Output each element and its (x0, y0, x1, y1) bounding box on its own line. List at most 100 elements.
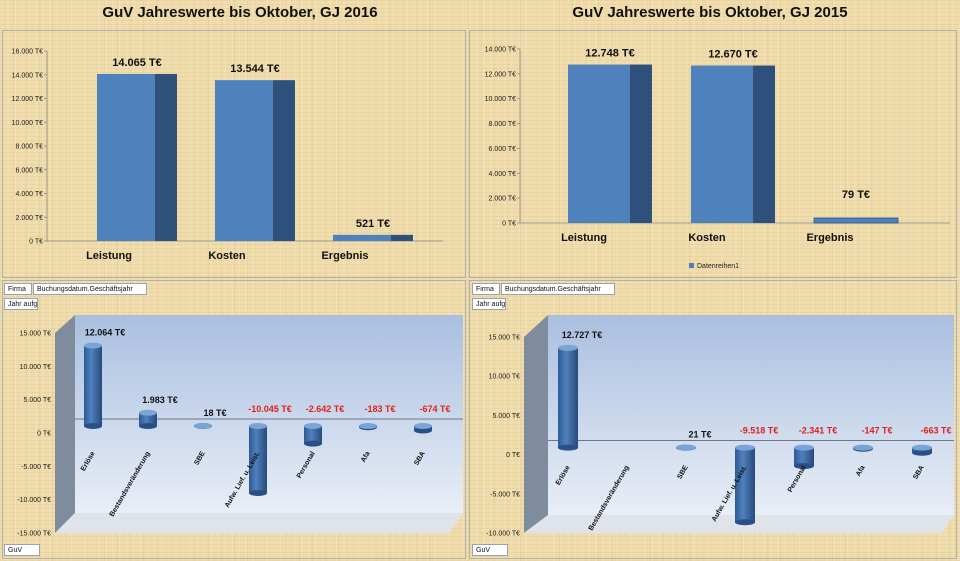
cylinder-top-6 (414, 423, 432, 429)
cylinder-bottom-0 (558, 444, 578, 451)
chart-guv-2015-svg: -10.000 T€ -5.000 T€ 0 T€ 5.000 T€ 10.000 T€… (486, 315, 954, 538)
y-tick-label: 10.000 T€ (20, 364, 52, 371)
data-label-4: -2.341 T€ (799, 426, 838, 436)
jahr-field-2015[interactable]: Buchungsdatum.Geschäftsjahr (501, 283, 615, 295)
data-label-2: 21 T€ (688, 429, 711, 439)
cylinder-body-0 (558, 347, 578, 448)
y-tick-label: -15.000 T€ (17, 531, 51, 538)
plot-side-wall (55, 315, 75, 533)
data-label-1: 1.983 T€ (142, 395, 178, 405)
cylinder-bottom-3 (249, 489, 267, 496)
y-tick-label: 14.000 T€ (485, 47, 517, 54)
y-tick-label: 4.000 T€ (15, 191, 43, 198)
data-label-0: 12.727 T€ (562, 330, 603, 340)
data-label-5: -183 T€ (364, 404, 395, 414)
y-tick-label: 15.000 T€ (489, 335, 521, 342)
chart-summary-2016[interactable]: 0 T€ 2.000 T€ 4.000 T€ 6.000 T€ 8.000 T€ 10.0… (2, 30, 466, 278)
bar-side-0 (630, 64, 652, 223)
cylinder-top-0 (558, 344, 578, 351)
cylinder-top-3 (249, 423, 267, 429)
cylinder-top-5 (359, 423, 377, 429)
y-tick-label: -5.000 T€ (490, 491, 520, 498)
y-tick-label: 12.000 T€ (12, 96, 44, 103)
y-tick-label: -5.000 T€ (21, 464, 51, 471)
cylinder-top-3 (735, 444, 755, 451)
cylinder-top-0 (84, 342, 102, 349)
y-tick-label: 12.000 T€ (485, 71, 517, 78)
cylinder-bottom-0 (84, 423, 102, 429)
jahr-field-2016[interactable]: Buchungsdatum.Geschäftsjahr (33, 283, 147, 295)
y-tick-label: 16.000 T€ (12, 49, 44, 56)
jahr-aufg-field-2015[interactable]: Jahr aufg. (472, 298, 506, 310)
bar-side-1 (273, 80, 295, 241)
data-label-0: 12.064 T€ (85, 328, 126, 338)
chart-summary-2015[interactable]: 0 T€ 2.000 T€ 4.000 T€ 6.000 T€ 8.000 T€ 10.0… (469, 30, 957, 278)
firma-field-2016[interactable]: Firma (4, 283, 32, 295)
cylinder-bottom-6 (414, 427, 432, 434)
bar-side-1 (753, 65, 775, 223)
cylinder-top-6 (912, 444, 932, 451)
y-tick-label: 6.000 T€ (488, 146, 516, 153)
data-label-0: 12.748 T€ (585, 48, 635, 60)
cylinder-top-2 (676, 444, 696, 451)
y-tick-label: 5.000 T€ (23, 397, 51, 404)
chart-summary-2016-svg: 0 T€ 2.000 T€ 4.000 T€ 6.000 T€ 8.000 T€ 10.0… (12, 49, 443, 262)
category-label-5: Afa (855, 464, 867, 477)
firma-field-2015[interactable]: Firma (472, 283, 500, 295)
legend-swatch (689, 263, 694, 268)
y-tick-label: 6.000 T€ (15, 167, 43, 174)
bar-front-0 (568, 64, 630, 223)
chart-title-2015: GuV Jahreswerte bis Oktober, GJ 2015 (572, 4, 848, 21)
y-tick-label: 0 T€ (502, 221, 516, 228)
cylinder-top-4 (794, 444, 814, 451)
plot-side-wall (524, 315, 548, 533)
data-label-6: -674 T€ (419, 404, 450, 414)
chart-guv-2015[interactable]: -10.000 T€ -5.000 T€ 0 T€ 5.000 T€ 10.000 T€… (469, 280, 957, 559)
data-label-2: 521 T€ (356, 218, 390, 230)
data-label-3: -9.518 T€ (740, 426, 779, 436)
cylinder-top-2 (194, 422, 212, 429)
data-label-2: 18 T€ (203, 408, 226, 418)
cylinder-body-3 (735, 447, 755, 523)
cylinder-bottom-6 (912, 449, 932, 456)
cylinder-body-4 (304, 426, 322, 444)
cylinder-top-1 (139, 409, 157, 416)
y-tick-label: 8.000 T€ (15, 144, 43, 151)
chart-guv-2016[interactable]: -15.000 T€ -10.000 T€ -5.000 T€ 0 T€ 5.000 T… (2, 280, 466, 559)
chart-summary-2015-svg: 0 T€ 2.000 T€ 4.000 T€ 6.000 T€ 8.000 T€ 10.0… (485, 47, 950, 270)
data-label-6: -663 T€ (920, 426, 951, 436)
cylinder-body-0 (84, 345, 102, 426)
bar-side-2 (391, 234, 413, 241)
y-tick-label: 10.000 T€ (485, 96, 517, 103)
plot-floor (55, 513, 463, 533)
category-label-5: Afa (360, 450, 372, 463)
cylinder-bottom-4 (304, 440, 322, 447)
cylinder-bottom-3 (735, 519, 755, 526)
cylinder-bottom-1 (139, 423, 157, 429)
category-label-0: Leistung (561, 232, 607, 244)
data-label-0: 14.065 T€ (112, 57, 162, 69)
data-label-1: 12.670 T€ (708, 49, 758, 61)
data-label-1: 13.544 T€ (230, 63, 280, 75)
guv-field-2016[interactable]: GuV (4, 544, 40, 556)
bar-front-1 (691, 65, 753, 223)
data-label-3: -10.045 T€ (248, 404, 292, 414)
category-label-2: Ergebnis (321, 250, 368, 262)
data-label-2: 79 T€ (842, 189, 870, 201)
bar-front-2 (333, 234, 391, 241)
bar-flat-2 (813, 217, 899, 224)
category-label-2: Ergebnis (806, 232, 853, 244)
data-label-4: -2.642 T€ (306, 404, 345, 414)
cylinder-bottom-4 (794, 462, 814, 469)
y-tick-label: 14.000 T€ (12, 72, 44, 79)
y-tick-label: 5.000 T€ (492, 413, 520, 420)
y-tick-label: 10.000 T€ (489, 374, 521, 381)
y-tick-label: -10.000 T€ (17, 497, 51, 504)
cylinder-body-4 (794, 447, 814, 466)
guv-field-2015[interactable]: GuV (472, 544, 508, 556)
jahr-aufg-field-2016[interactable]: Jahr aufg. (4, 298, 38, 310)
y-tick-label: 10.000 T€ (12, 120, 44, 127)
y-tick-label: 15.000 T€ (20, 331, 52, 338)
bar-front-0 (97, 73, 155, 242)
cylinder-body-3 (249, 426, 267, 493)
